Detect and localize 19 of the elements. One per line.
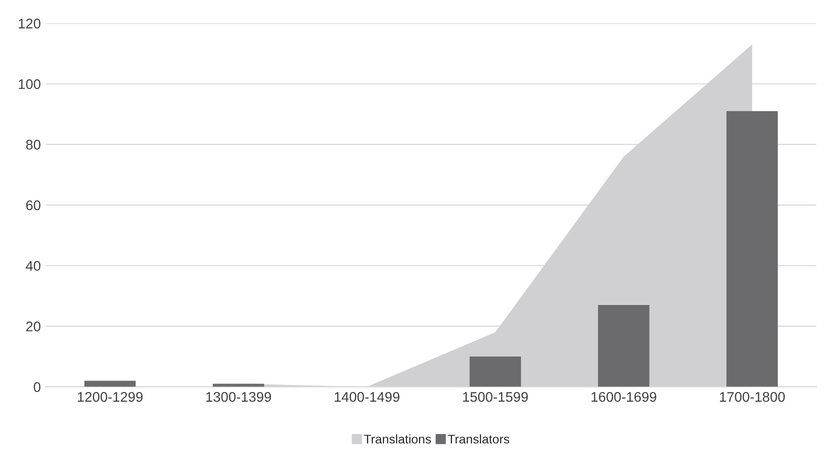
y-tick-label: 80 [26,140,40,150]
y-tick-label: 20 [26,322,40,332]
legend-label: Translations [364,434,431,444]
y-tick-label: 100 [18,79,40,90]
bar [726,111,778,387]
y-tick-label: 0 [34,382,40,392]
bar [84,380,136,387]
y-tick-label: 120 [18,18,40,28]
x-tick-label: 1400-1499 [334,392,400,402]
y-tick-label: 40 [26,260,40,271]
x-tick-label: 1300-1399 [206,392,271,402]
x-tick-label: 1700-1800 [720,392,785,402]
x-tick-label: 1200-1299 [78,392,143,402]
y-tick-label: 60 [26,200,40,210]
x-tick-label: 1500-1599 [463,392,528,402]
legend-label: Translators [448,434,510,444]
x-tick-label: 1600-1699 [592,392,656,402]
bar [598,304,650,387]
bar [470,356,521,387]
